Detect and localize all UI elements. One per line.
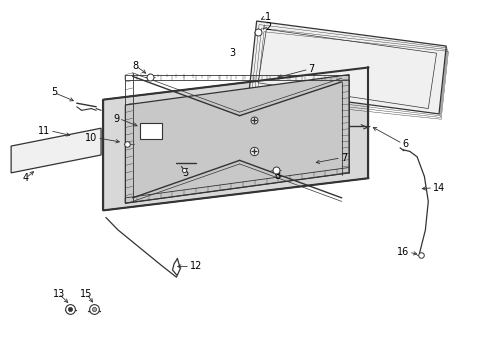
Polygon shape	[125, 75, 348, 203]
Text: 5: 5	[182, 168, 188, 178]
Text: 10: 10	[85, 133, 97, 143]
Text: 9: 9	[113, 113, 119, 123]
Polygon shape	[11, 128, 101, 173]
Polygon shape	[249, 21, 446, 114]
Text: 15: 15	[80, 289, 92, 298]
Bar	[140, 123, 162, 139]
Text: 2: 2	[264, 22, 271, 32]
Text: 11: 11	[38, 126, 50, 136]
Text: 7: 7	[340, 153, 346, 163]
Text: 3: 3	[229, 48, 235, 58]
Text: 16: 16	[396, 247, 408, 257]
Text: 4: 4	[22, 173, 29, 183]
Text: 6: 6	[402, 139, 408, 149]
Polygon shape	[103, 67, 368, 210]
Text: 12: 12	[190, 261, 202, 271]
Text: 14: 14	[432, 183, 445, 193]
Text: 7: 7	[308, 64, 314, 74]
Text: 8: 8	[132, 61, 139, 71]
Text: 1: 1	[264, 13, 270, 22]
Text: 13: 13	[53, 289, 65, 298]
Text: 8: 8	[273, 171, 280, 181]
Text: 5: 5	[51, 87, 57, 98]
